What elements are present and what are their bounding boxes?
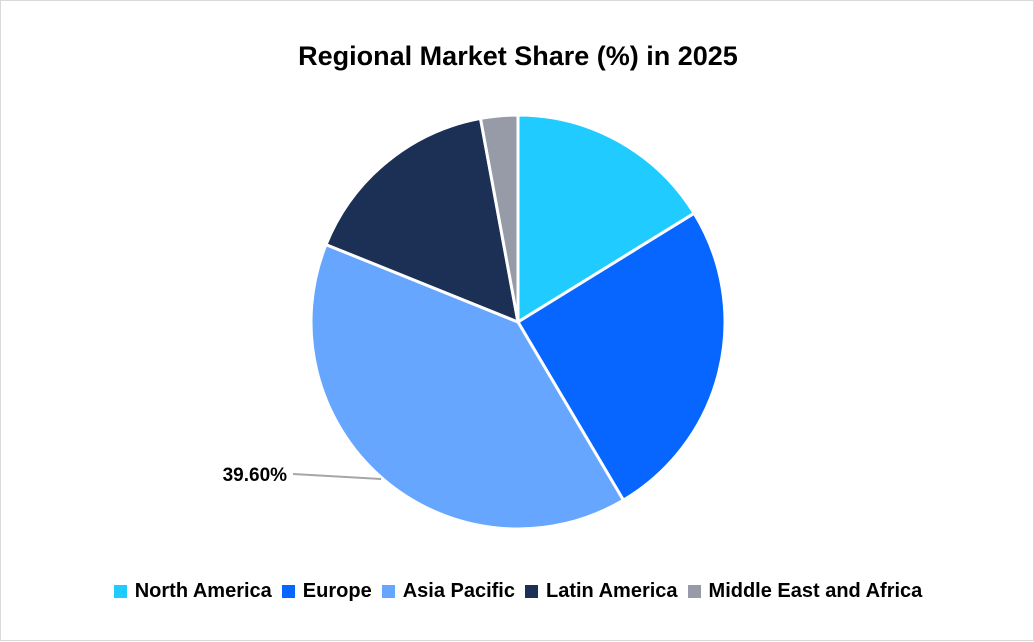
pie-slice-asia-pacific bbox=[309, 243, 625, 531]
legend-swatch-europe bbox=[281, 585, 295, 598]
legend-label-latin-america: Latin America bbox=[546, 580, 678, 602]
legend-item-latin-america: Latin America bbox=[525, 580, 678, 603]
data-label-asia-pacific: 39.60% bbox=[223, 465, 288, 486]
legend-label-asia-pacific: Asia Pacific bbox=[402, 580, 515, 602]
legend-label-middle-east-and-africa: Middle East and Africa bbox=[708, 580, 923, 602]
legend-swatch-north-america bbox=[113, 585, 127, 598]
pie-slice-latin-america bbox=[324, 116, 520, 324]
legend-swatch-middle-east-and-africa bbox=[687, 585, 701, 598]
pie-slice-middle-east-and-africa bbox=[478, 113, 520, 324]
legend-swatch-asia-pacific bbox=[381, 585, 395, 598]
pie-slice-europe bbox=[516, 211, 727, 502]
legend-item-north-america: North America bbox=[113, 580, 272, 603]
legend-swatch-latin-america bbox=[525, 585, 538, 598]
pie-slice-north-america bbox=[516, 113, 696, 324]
chart-legend: North America Europe Asia Pacific Latin Ame… bbox=[1, 580, 1034, 603]
legend-item-middle-east-and-africa: Middle East and Africa bbox=[687, 580, 923, 603]
data-label-leader-asia-pacific bbox=[293, 472, 382, 480]
legend-item-europe: Europe bbox=[281, 580, 372, 603]
legend-label-north-america: North America bbox=[134, 580, 272, 602]
chart-title: Regional Market Share (%) in 2025 bbox=[298, 41, 738, 71]
legend-label-europe: Europe bbox=[302, 580, 372, 602]
legend-item-asia-pacific: Asia Pacific bbox=[381, 580, 515, 603]
